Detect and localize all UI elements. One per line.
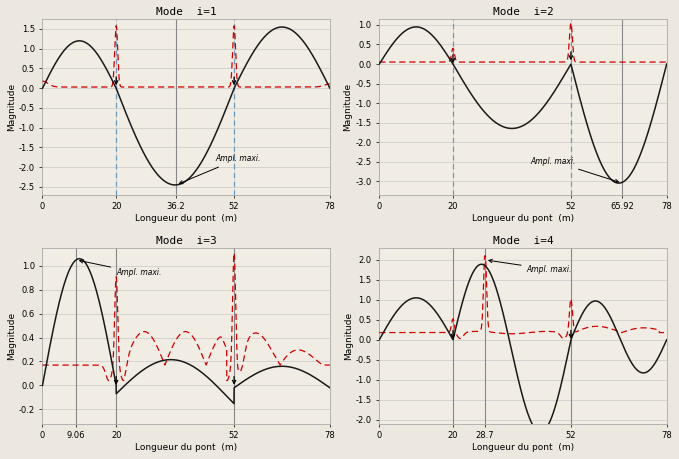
X-axis label: Longueur du pont  (m): Longueur du pont (m) xyxy=(135,214,237,223)
X-axis label: Longueur du pont  (m): Longueur du pont (m) xyxy=(472,443,574,452)
X-axis label: Longueur du pont  (m): Longueur du pont (m) xyxy=(135,443,237,452)
Title: Mode  i=2: Mode i=2 xyxy=(492,7,553,17)
Y-axis label: Magnitude: Magnitude xyxy=(7,83,16,131)
Text: Ampl. maxi.: Ampl. maxi. xyxy=(530,157,619,183)
Text: Ampl. maxi.: Ampl. maxi. xyxy=(489,259,572,274)
X-axis label: Longueur du pont  (m): Longueur du pont (m) xyxy=(472,214,574,223)
Text: Ampl. maxi.: Ampl. maxi. xyxy=(179,154,261,184)
Title: Mode  i=3: Mode i=3 xyxy=(155,236,217,246)
Title: Mode  i=4: Mode i=4 xyxy=(492,236,553,246)
Y-axis label: Magnitude: Magnitude xyxy=(7,312,16,360)
Title: Mode  i=1: Mode i=1 xyxy=(155,7,217,17)
Y-axis label: Magnitude: Magnitude xyxy=(344,312,352,360)
Y-axis label: Magnitude: Magnitude xyxy=(344,83,352,131)
Text: Ampl. maxi.: Ampl. maxi. xyxy=(79,260,162,277)
